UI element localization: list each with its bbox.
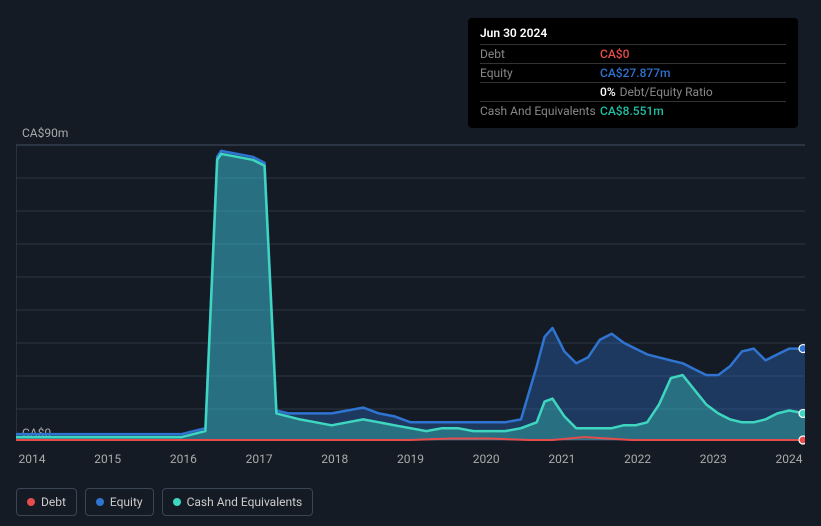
x-axis-year-label: 2019: [397, 452, 424, 466]
x-axis-year-label: 2021: [548, 452, 575, 466]
equity-color-icon: [96, 498, 104, 506]
x-axis-year-label: 2022: [624, 452, 651, 466]
x-axis-year-label: 2023: [700, 452, 727, 466]
chart-legend: Debt Equity Cash And Equivalents: [16, 488, 313, 516]
cash-color-icon: [173, 498, 181, 506]
debt-color-icon: [27, 498, 35, 506]
x-axis-year-label: 2017: [246, 452, 273, 466]
x-axis-year-label: 2018: [321, 452, 348, 466]
legend-label: Equity: [110, 495, 143, 509]
x-axis-year-label: 2024: [776, 452, 803, 466]
legend-item-cash[interactable]: Cash And Equivalents: [162, 488, 314, 516]
x-axis-year-label: 2016: [170, 452, 197, 466]
x-axis-year-label: 2020: [473, 452, 500, 466]
x-axis-year-label: 2015: [94, 452, 121, 466]
legend-label: Cash And Equivalents: [187, 495, 303, 509]
x-axis-year-label: 2014: [19, 452, 46, 466]
legend-item-debt[interactable]: Debt: [16, 488, 77, 516]
legend-item-equity[interactable]: Equity: [85, 488, 154, 516]
legend-label: Debt: [41, 495, 66, 509]
financial-chart: [16, 0, 805, 470]
